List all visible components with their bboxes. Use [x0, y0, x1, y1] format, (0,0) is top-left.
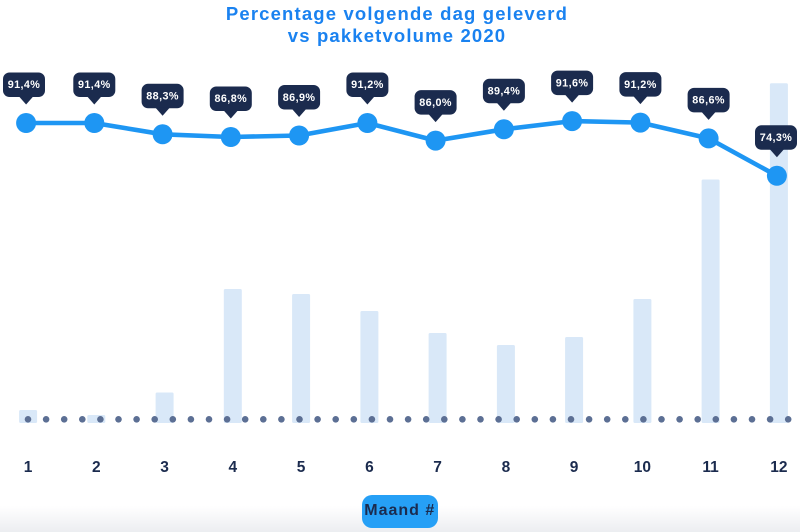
- svg-text:9: 9: [570, 459, 579, 476]
- svg-text:74,3%: 74,3%: [760, 132, 793, 144]
- svg-text:91,2%: 91,2%: [624, 79, 657, 91]
- svg-text:91,6%: 91,6%: [556, 77, 589, 89]
- svg-text:4: 4: [228, 459, 237, 476]
- svg-text:12: 12: [770, 459, 787, 476]
- svg-text:91,4%: 91,4%: [8, 79, 41, 91]
- svg-text:11: 11: [702, 459, 719, 476]
- svg-text:86,6%: 86,6%: [692, 95, 725, 107]
- svg-text:2: 2: [92, 459, 101, 476]
- svg-text:91,4%: 91,4%: [78, 79, 111, 91]
- svg-text:6: 6: [365, 459, 374, 476]
- svg-text:3: 3: [160, 459, 169, 476]
- svg-text:8: 8: [502, 459, 511, 476]
- svg-text:86,8%: 86,8%: [214, 93, 247, 105]
- svg-text:86,9%: 86,9%: [283, 92, 316, 104]
- svg-text:10: 10: [634, 459, 651, 476]
- svg-text:7: 7: [433, 459, 442, 476]
- svg-text:5: 5: [297, 459, 306, 476]
- svg-text:1: 1: [24, 459, 33, 476]
- svg-text:89,4%: 89,4%: [488, 86, 521, 98]
- svg-text:91,2%: 91,2%: [351, 79, 384, 91]
- svg-text:86,0%: 86,0%: [419, 97, 452, 109]
- svg-text:88,3%: 88,3%: [146, 91, 179, 103]
